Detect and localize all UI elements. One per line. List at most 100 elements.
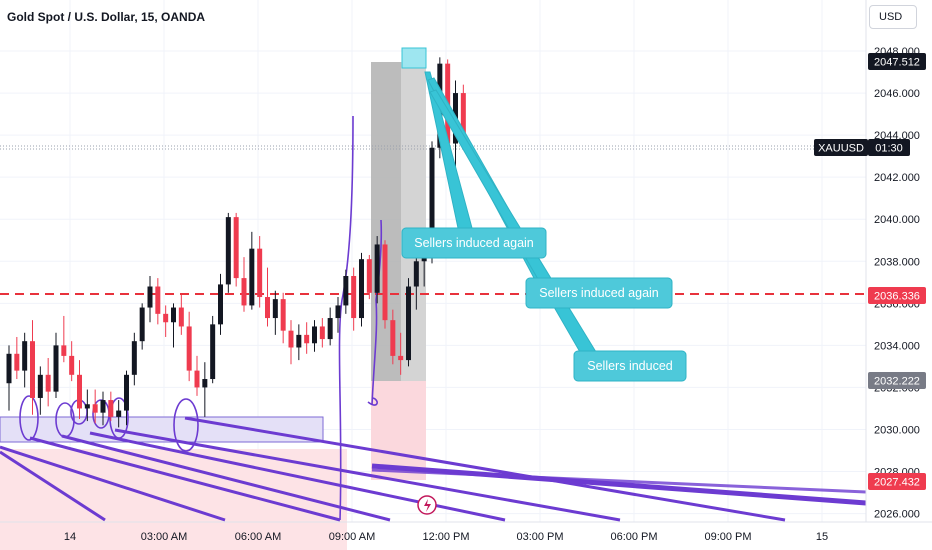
candle <box>319 318 325 348</box>
candle <box>22 332 28 388</box>
candle <box>194 355 200 396</box>
candle-body <box>296 334 302 348</box>
candle-body <box>265 297 270 319</box>
price-tags: 2047.512 XAUUSD 01:30 2036.336 2032.222 … <box>814 53 926 490</box>
price-tag-grey: 2032.222 <box>868 372 926 389</box>
x-tick-label: 03:00 AM <box>141 531 187 543</box>
trend-line-3[interactable] <box>29 436 341 522</box>
candle <box>382 240 388 329</box>
candle-body <box>108 400 114 417</box>
symbol-tag-label: XAUUSD <box>818 143 864 155</box>
x-tick-label: 09:00 PM <box>704 531 751 543</box>
short-position-target-zone[interactable] <box>371 381 426 480</box>
trend-line-1[interactable] <box>0 450 106 522</box>
candle <box>178 294 184 335</box>
candle-body <box>249 248 255 306</box>
candle <box>272 290 278 335</box>
candle-body <box>257 248 263 298</box>
candle <box>147 276 153 323</box>
candle-body <box>406 286 411 361</box>
candle-body <box>171 307 176 323</box>
candle <box>218 273 223 335</box>
candle-body <box>147 286 153 308</box>
candle <box>171 303 176 348</box>
candle-body <box>327 318 333 340</box>
x-tick-label: 06:00 PM <box>610 531 657 543</box>
candle <box>37 366 43 415</box>
y-tick-label: 2026.000 <box>874 509 920 521</box>
candle-body <box>241 278 247 306</box>
candle <box>53 332 59 398</box>
candle-body <box>280 299 286 331</box>
callout-sellers-induced-again-1[interactable]: Sellers induced again <box>401 227 547 259</box>
candle-body <box>6 353 12 384</box>
time-axis[interactable]: 14 03:00 AM 06:00 AM 09:00 AM 12:00 PM 03:00 … <box>64 531 828 543</box>
candle-body <box>22 341 28 371</box>
x-tick-label: 14 <box>64 531 76 543</box>
trend-line-9[interactable] <box>371 468 867 494</box>
candle <box>288 320 294 365</box>
vertical-scribble[interactable] <box>338 115 354 521</box>
candle-body <box>218 284 223 325</box>
x-tick-label: 06:00 AM <box>235 531 281 543</box>
y-tick-label: 2042.000 <box>874 172 920 184</box>
connector-3 <box>429 89 597 353</box>
candle-body <box>304 334 310 344</box>
candle <box>359 252 364 327</box>
candle <box>327 307 333 346</box>
short-position-stop-zone-light <box>401 62 426 381</box>
candle-body <box>178 307 184 327</box>
callouts: Sellers induced again Sellers induced ag… <box>401 227 687 382</box>
y-tick-label: 2038.000 <box>874 256 920 268</box>
trend-line-7[interactable] <box>184 416 786 522</box>
event-marker-icon[interactable] <box>417 495 437 515</box>
trend-line-6[interactable] <box>114 428 621 522</box>
candle-body <box>312 326 317 344</box>
candle <box>398 332 404 375</box>
circle-mark-2[interactable] <box>55 402 75 438</box>
candle-body <box>343 276 349 306</box>
price-tag-low-label: 2027.432 <box>874 477 920 489</box>
candle-body <box>288 330 294 348</box>
candle-body <box>77 374 82 409</box>
callout-label: Sellers induced again <box>414 236 534 250</box>
currency-button[interactable]: USD <box>869 5 917 29</box>
circle-mark-5[interactable] <box>109 397 129 439</box>
candle-body <box>351 276 357 319</box>
candlestick-series <box>6 57 466 428</box>
callout-sellers-induced[interactable]: Sellers induced <box>573 350 687 382</box>
candle <box>280 292 286 344</box>
chart-title: Gold Spot / U.S. Dollar, 15, OANDA <box>7 10 205 24</box>
countdown-label: 01:30 <box>875 143 903 155</box>
candle <box>84 389 90 422</box>
y-tick-label: 2034.000 <box>874 340 920 352</box>
candle <box>14 336 20 380</box>
circle-mark-6[interactable] <box>173 398 199 452</box>
candle <box>77 360 82 419</box>
candle <box>413 252 419 310</box>
x-tick-label: 03:00 PM <box>516 531 563 543</box>
candle-body <box>335 305 341 319</box>
curl-scribble[interactable] <box>367 397 378 406</box>
candle <box>335 297 341 333</box>
candle <box>225 212 231 293</box>
candle <box>233 212 239 287</box>
entry-box-teal[interactable] <box>401 47 427 69</box>
candle-body <box>131 341 137 375</box>
candle-body <box>272 299 278 319</box>
y-tick-label: 2030.000 <box>874 424 920 436</box>
circle-mark-1[interactable] <box>19 395 39 441</box>
candle <box>406 278 411 367</box>
y-tick-label: 2040.000 <box>874 214 920 226</box>
spike-scribble[interactable] <box>371 219 383 406</box>
trend-line-2[interactable] <box>0 445 226 522</box>
price-axis[interactable]: 2026.0002028.0002030.0002032.0002034.000… <box>874 46 920 521</box>
zone-layer <box>0 47 427 550</box>
candle <box>390 309 396 365</box>
callout-label: Sellers induced again <box>539 286 659 300</box>
candle-body <box>374 244 380 293</box>
trend-line-4[interactable] <box>61 434 391 522</box>
candle-body <box>390 320 396 356</box>
callout-sellers-induced-again-2[interactable]: Sellers induced again <box>525 277 673 309</box>
